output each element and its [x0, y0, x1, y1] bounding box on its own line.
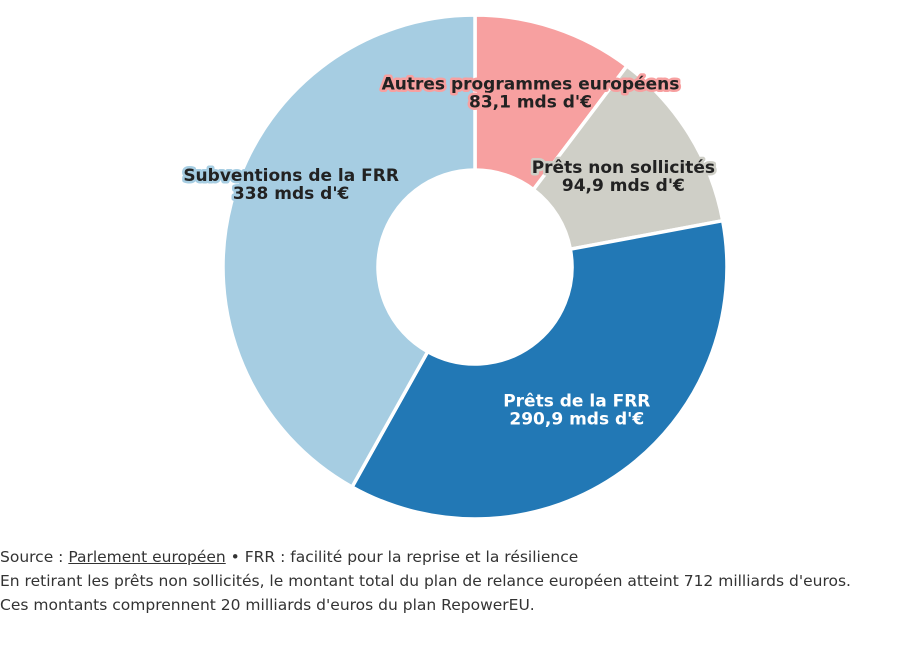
slice-value-label: 94,9 mds d'€ [562, 176, 685, 196]
source-link[interactable]: Parlement européen [68, 548, 226, 566]
donut-chart-svg: Autres programmes européens 83,1 mds d'€ P… [181, 13, 729, 521]
slice-label: Prêts non sollicités 94,9 mds d'€ [532, 158, 715, 196]
slice-value-label: 338 mds d'€ [233, 184, 350, 204]
slice-label: Prêts de la FRR 290,9 mds d'€ [503, 392, 650, 430]
slice-label: Autres programmes européens 83,1 mds d'€ [382, 75, 680, 113]
slice-category-label: Prêts non sollicités [532, 158, 715, 178]
slice-prets-de-la-frr[interactable] [350, 218, 729, 521]
slice-autres-programmes-europeens[interactable] [473, 13, 629, 192]
slice-category-label: Subventions de la FRR [183, 166, 399, 186]
slice-subventions-de-la-frr[interactable] [221, 13, 477, 489]
slice-label: Subventions de la FRR 338 mds d'€ [183, 166, 399, 204]
note-repowereu: Ces montants comprennent 20 milliards d'… [0, 596, 535, 614]
slice-value-label: 83,1 mds d'€ [469, 93, 592, 113]
donut-chart: Autres programmes européens 83,1 mds d'€ P… [181, 13, 729, 521]
slice-category-label: Prêts de la FRR [503, 392, 650, 412]
chart-footer: Source : Parlement européen • FRR : faci… [0, 545, 905, 617]
source-line: Source : Parlement européen • FRR : faci… [0, 545, 905, 569]
slice-value-label: 290,9 mds d'€ [509, 410, 644, 430]
source-prefix: Source : [0, 548, 69, 566]
slice-prets-non-sollicites[interactable] [531, 64, 725, 251]
source-suffix: • FRR : facilité pour la reprise et la r… [225, 548, 579, 566]
slice-category-label: Autres programmes européens [382, 75, 680, 95]
note-total: En retirant les prêts non sollicités, le… [0, 572, 851, 590]
slices-layer [221, 13, 729, 521]
labels-layer: Autres programmes européens 83,1 mds d'€ P… [181, 72, 718, 432]
